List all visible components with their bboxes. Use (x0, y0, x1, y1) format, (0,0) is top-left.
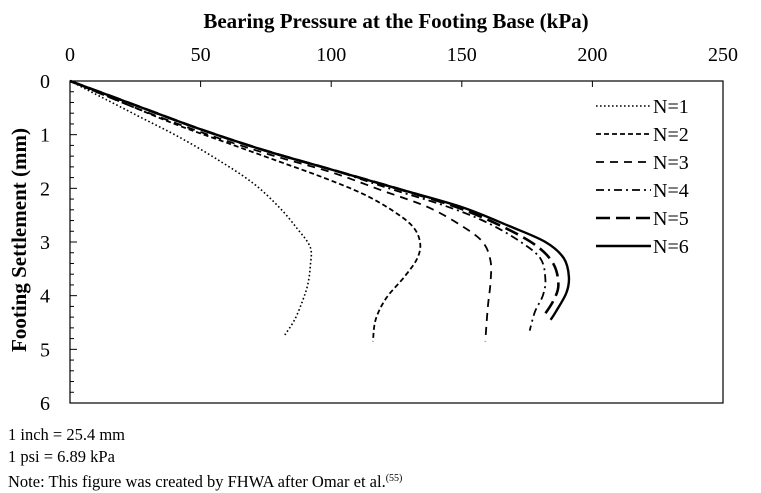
legend-label: N=3 (653, 152, 689, 174)
legend-label: N=4 (653, 180, 689, 202)
legend-label: N=2 (653, 124, 689, 146)
note-source-text: Note: This figure was created by FHWA af… (8, 472, 386, 491)
y-tick-label: 5 (40, 339, 50, 361)
y-axis-ticks: 0 1 2 3 4 5 6 (40, 71, 77, 415)
x-tick-label: 250 (708, 44, 738, 66)
y-tick-label: 2 (40, 178, 50, 200)
y-tick-label: 6 (40, 393, 50, 415)
series-line-n5 (69, 79, 560, 318)
note-inch-conversion: 1 inch = 25.4 mm (8, 425, 126, 444)
series-lines (69, 79, 571, 342)
note-psi-conversion: 1 psi = 6.89 kPa (8, 447, 115, 466)
x-tick-label: 0 (65, 44, 75, 66)
legend: N=1 N=2 N=3 N=4 N=5 N=6 (596, 96, 689, 258)
x-tick-label: 50 (191, 44, 211, 66)
y-tick-label: 3 (40, 232, 50, 254)
series-line-n2 (69, 80, 422, 342)
legend-label: N=5 (653, 208, 689, 230)
figure-notes: 1 inch = 25.4 mm 1 psi = 6.89 kPa Note: … (8, 424, 402, 493)
settlement-chart: Bearing Pressure at the Footing Base (kP… (7, 9, 738, 415)
series-line-n6 (69, 79, 571, 321)
legend-label: N=1 (653, 96, 689, 118)
y-tick-label: 4 (40, 286, 50, 308)
note-source: Note: This figure was created by FHWA af… (8, 468, 402, 493)
series-line-n3 (69, 80, 493, 342)
y-tick-label: 1 (40, 125, 50, 147)
x-tick-label: 150 (447, 44, 477, 66)
note-reference: (55) (385, 473, 403, 484)
y-axis-label: Footing Settlement (mm) (7, 128, 31, 352)
series-line-n1 (69, 80, 313, 337)
x-tick-label: 100 (316, 44, 346, 66)
plot-frame (69, 80, 724, 404)
legend-label: N=6 (653, 236, 689, 258)
x-tick-label: 200 (577, 44, 607, 66)
y-tick-label: 0 (40, 71, 50, 93)
chart-title: Bearing Pressure at the Footing Base (kP… (203, 9, 588, 33)
